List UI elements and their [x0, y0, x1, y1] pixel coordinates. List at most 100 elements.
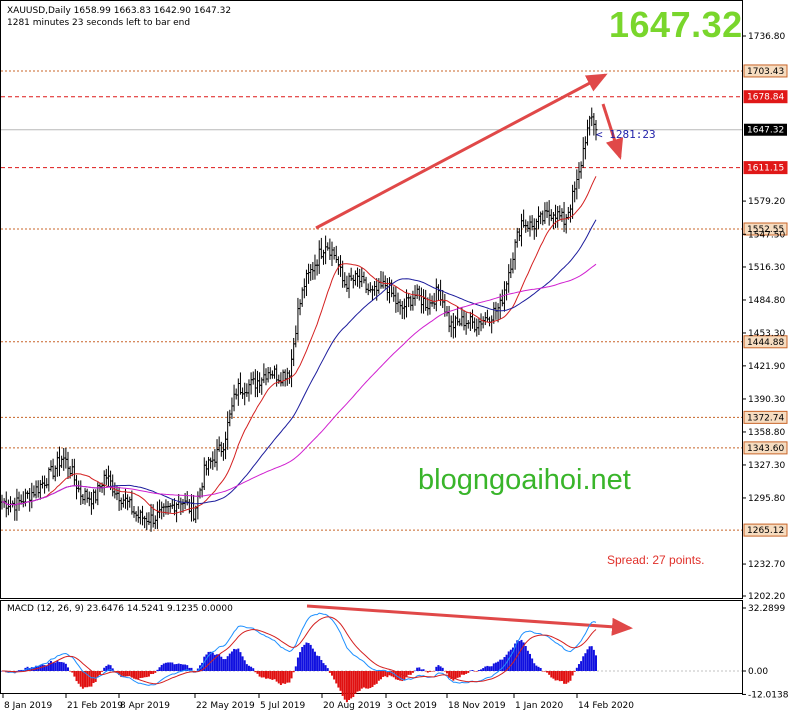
macd-histogram-bar — [397, 671, 399, 680]
macd-histogram-bar — [543, 671, 546, 672]
macd-histogram-bar — [456, 671, 459, 678]
level-label: 1444.88 — [747, 338, 784, 348]
macd-histogram-bar — [54, 662, 57, 671]
y-tick-label: 1484.80 — [748, 296, 785, 306]
macd-histogram-bar — [558, 671, 561, 682]
macd-histogram-bar — [529, 653, 531, 671]
macd-histogram-bar — [294, 666, 297, 671]
uptrend-arrow — [315, 73, 608, 230]
macd-histogram-bar — [81, 671, 84, 689]
macd-histogram-bar — [211, 652, 214, 671]
macd-histogram-bar — [262, 671, 265, 678]
macd-histogram-bar — [435, 666, 438, 671]
macd-histogram-bar — [409, 671, 412, 675]
macd-signal-line — [2, 616, 597, 685]
macd-histogram-bar — [309, 644, 312, 671]
macd-histogram-bar — [35, 665, 38, 671]
macd-histogram-bar — [522, 642, 525, 671]
macd-histogram-bar — [15, 670, 18, 672]
macd-histogram-bar — [590, 646, 593, 671]
macd-histogram-bar — [339, 671, 342, 691]
macd-histogram-bar — [318, 656, 321, 671]
macd-histogram-bar — [288, 671, 291, 683]
macd-histogram-bar — [88, 671, 91, 687]
macd-histogram-bar — [171, 662, 174, 671]
macd-histogram-bar — [477, 670, 480, 671]
macd-histogram-bar — [546, 671, 549, 673]
macd-histogram-bar — [411, 671, 414, 673]
macd-histogram-bar — [382, 671, 385, 677]
y-tick-label: 1295.80 — [748, 494, 785, 504]
macd-line — [1, 612, 597, 686]
macd-histogram-bar — [109, 665, 112, 671]
y-tick-label: 1390.30 — [748, 395, 785, 405]
macd-histogram-bar — [222, 659, 225, 671]
x-tick-label: 21 Feb 2019 — [67, 701, 123, 711]
macd-histogram-bar — [103, 667, 106, 671]
level-label: 1343.60 — [747, 444, 784, 454]
macd-histogram-bar — [237, 648, 240, 671]
macd-histogram-bar — [501, 659, 504, 671]
macd-histogram-bar — [475, 671, 478, 672]
macd-histogram-bar — [592, 649, 595, 671]
level-tag — [743, 161, 788, 175]
macd-histogram-bar — [184, 664, 187, 671]
macd-histogram-bar — [286, 671, 289, 683]
trend-annotations — [306, 73, 633, 636]
macd-histogram-bar — [375, 671, 378, 684]
macd-histogram-bar — [160, 664, 163, 671]
macd-histogram-bar — [420, 669, 423, 671]
macd-histogram-bar — [133, 671, 135, 679]
macd-histogram-bar — [158, 667, 161, 671]
macd-histogram-bar — [365, 671, 368, 689]
macd-histogram-bar — [345, 671, 348, 703]
macd-histogram-bar — [328, 671, 331, 673]
level-label: 1372.74 — [747, 413, 784, 423]
macd-histogram-bar — [424, 671, 427, 672]
macd-histogram-bar — [473, 671, 476, 672]
macd-histogram-bar — [360, 671, 363, 689]
macd-histogram-bar — [454, 671, 457, 679]
macd-histogram-bar — [267, 671, 270, 679]
macd-histogram-bar — [284, 671, 287, 684]
macd-histogram-bar — [192, 671, 195, 672]
macd-histogram-bar — [386, 671, 389, 678]
macd-histogram-bar — [390, 671, 393, 677]
macd-histogram-bar — [256, 671, 259, 674]
y-tick-label: 1421.90 — [748, 362, 785, 372]
macd-histogram-bar — [162, 663, 165, 671]
macd-histogram-bar — [595, 655, 597, 671]
macd-histogram-bar — [228, 653, 231, 671]
main-panel-frame — [0, 0, 743, 599]
macd-histogram-bar — [135, 671, 138, 680]
macd-histogram-bar — [218, 654, 221, 671]
macd-histogram-bar — [194, 671, 197, 672]
macd-histogram-bar — [86, 671, 89, 688]
macd-histogram-bar — [143, 671, 146, 678]
macd-histogram-bar — [18, 670, 21, 671]
macd-histogram-bar — [235, 649, 238, 671]
macd-histogram-bar — [279, 671, 282, 685]
macd-histogram-bar — [98, 671, 101, 675]
y-tick-label: 1358.80 — [748, 428, 785, 438]
horizontal-levels: 1703.43 1678.84 1611.15 1552.55 1444.88 1372.… — [1, 64, 788, 537]
macd-histogram-bar — [471, 670, 474, 671]
macd-histogram-bar — [426, 671, 429, 673]
macd-tick-label: -12.0138 — [748, 690, 788, 700]
macd-histogram-bar — [94, 671, 97, 682]
x-tick-label: 22 May 2019 — [196, 701, 255, 711]
macd-histogram-bar — [49, 660, 52, 671]
macd-histogram-bar — [373, 671, 376, 685]
macd-histogram-bar — [179, 664, 182, 671]
macd-histogram-bar — [331, 671, 333, 676]
macd-histogram-bar — [252, 668, 255, 671]
macd-histogram-bar — [154, 671, 157, 673]
x-tick-label: 8 Apr 2019 — [120, 701, 170, 711]
macd-histogram-bar — [490, 666, 493, 671]
macd-histogram-bar — [77, 671, 80, 684]
macd-label: MACD (12, 26, 9) 23.6476 14.5241 9.1235 … — [7, 604, 233, 614]
macd-histogram-bar — [130, 671, 133, 678]
macd-histogram-bar — [62, 662, 65, 671]
